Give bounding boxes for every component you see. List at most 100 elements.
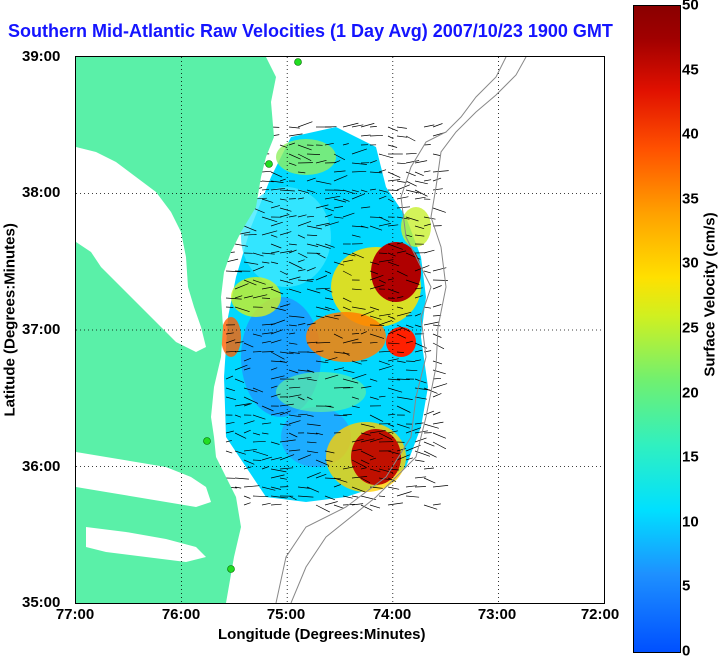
velocity-arrow — [397, 197, 408, 199]
velocity-arrow — [388, 190, 398, 191]
velocity-arrow — [316, 505, 330, 512]
page-title: Southern Mid-Atlantic Raw Velocities (1 … — [8, 21, 613, 42]
velocity-arrow — [424, 442, 434, 446]
velocity-arrow — [406, 153, 417, 154]
velocity-arrow — [352, 496, 358, 497]
velocity-arrow — [325, 502, 338, 506]
velocity-arrow — [226, 307, 233, 308]
velocity-arrow — [424, 478, 435, 483]
velocity-arrow — [379, 154, 392, 158]
velocity-arrow — [433, 286, 442, 290]
colorbar-tick-label: 0 — [682, 643, 690, 660]
y-tick-label: 39:00 — [22, 48, 60, 65]
velocity-arrow — [415, 197, 426, 199]
x-tick-label: 74:00 — [373, 606, 411, 623]
velocity-arrow — [406, 136, 415, 141]
y-tick-label: 38:00 — [22, 184, 60, 201]
velocity-arrow — [253, 352, 262, 353]
velocity-arrow — [433, 208, 446, 212]
velocity-arrow — [415, 181, 428, 184]
velocity-arrow — [433, 504, 441, 505]
velocity-arrow — [262, 352, 274, 353]
velocity-arrow — [424, 451, 437, 457]
velocity-arrow — [424, 307, 431, 308]
velocity-arrow — [433, 325, 440, 326]
velocity-arrow — [424, 171, 430, 172]
velocity-arrow — [388, 172, 400, 178]
velocity-arrow — [370, 126, 377, 127]
y-axis-label: Latitude (Degrees:Minutes) — [2, 241, 19, 417]
colorbar-tick-label: 30 — [682, 255, 699, 272]
x-tick-label: 73:00 — [478, 606, 516, 623]
velocity-arrow — [226, 451, 232, 453]
velocity-arrow — [424, 468, 434, 469]
velocity-arrow — [244, 496, 250, 499]
colorbar-tick-label: 35 — [682, 190, 699, 207]
velocity-arrow — [244, 235, 257, 236]
velocity-arrow — [424, 271, 431, 273]
velocity-arrow — [433, 171, 449, 172]
velocity-arrow — [370, 135, 383, 136]
velocity-arrow — [307, 280, 314, 281]
colorbar — [633, 5, 681, 653]
x-tick-label: 75:00 — [267, 606, 305, 623]
velocity-arrow — [433, 412, 440, 415]
colorbar-label: Surface Velocity (cm/s) — [702, 175, 719, 415]
velocity-arrow — [397, 181, 407, 183]
velocity-arrow — [433, 485, 448, 487]
colorbar-tick-label: 5 — [682, 578, 690, 595]
velocity-arrow — [433, 422, 443, 424]
velocity-arrow — [424, 505, 437, 509]
velocity-arrow — [370, 505, 380, 508]
station-marker — [228, 566, 235, 573]
velocity-arrow — [424, 250, 434, 253]
velocity-arrow — [334, 190, 344, 191]
velocity-arrow — [433, 442, 446, 449]
velocity-arrow — [433, 189, 443, 190]
velocity-arrow — [298, 122, 312, 127]
station-marker — [295, 59, 302, 66]
x-tick-label: 76:00 — [162, 606, 200, 623]
y-tick-label: 36:00 — [22, 458, 60, 475]
velocity-arrow — [406, 496, 419, 497]
velocity-arrow — [433, 384, 447, 388]
colorbar-tick-label: 45 — [682, 61, 699, 78]
velocity-arrow — [433, 433, 446, 438]
x-axis-label: Longitude (Degrees:Minutes) — [218, 626, 426, 643]
velocity-arrow — [424, 322, 439, 325]
velocity-arrow — [379, 496, 385, 497]
velocity-arrow — [388, 503, 403, 505]
velocity-arrow — [397, 127, 407, 128]
velocity-arrow — [406, 361, 415, 362]
velocity-arrow — [235, 478, 249, 479]
colorbar-tick-label: 50 — [682, 0, 699, 14]
velocity-arrow — [406, 172, 416, 176]
velocity-arrow — [244, 486, 260, 487]
velocity-arrow — [415, 460, 424, 462]
velocity-arrow — [433, 154, 441, 156]
map-plot-area[interactable] — [75, 56, 605, 604]
velocity-arrow — [262, 298, 270, 299]
velocity-arrow — [244, 503, 251, 505]
velocity-arrow — [433, 305, 441, 308]
velocity-arrow — [271, 504, 282, 505]
x-tick-label: 77:00 — [56, 606, 94, 623]
velocity-arrow — [424, 180, 431, 181]
velocity-arrow — [388, 180, 400, 182]
velocity-arrow — [415, 172, 424, 176]
x-tick-label: 72:00 — [581, 606, 619, 623]
velocity-arrow — [433, 393, 441, 397]
station-marker — [204, 438, 211, 445]
velocity-arrow — [433, 124, 443, 128]
velocity-arrow — [370, 325, 384, 326]
velocity-arrow — [262, 503, 271, 505]
colorbar-tick-label: 15 — [682, 449, 699, 466]
velocity-arrow — [388, 487, 399, 489]
velocity-arrow — [352, 343, 362, 344]
velocity-arrow — [415, 487, 426, 488]
velocity-arrow — [262, 171, 271, 172]
velocity-arrow — [253, 460, 261, 461]
colorbar-tick-label: 25 — [682, 320, 699, 337]
map-canvas — [76, 57, 604, 603]
y-tick-label: 37:00 — [22, 321, 60, 338]
